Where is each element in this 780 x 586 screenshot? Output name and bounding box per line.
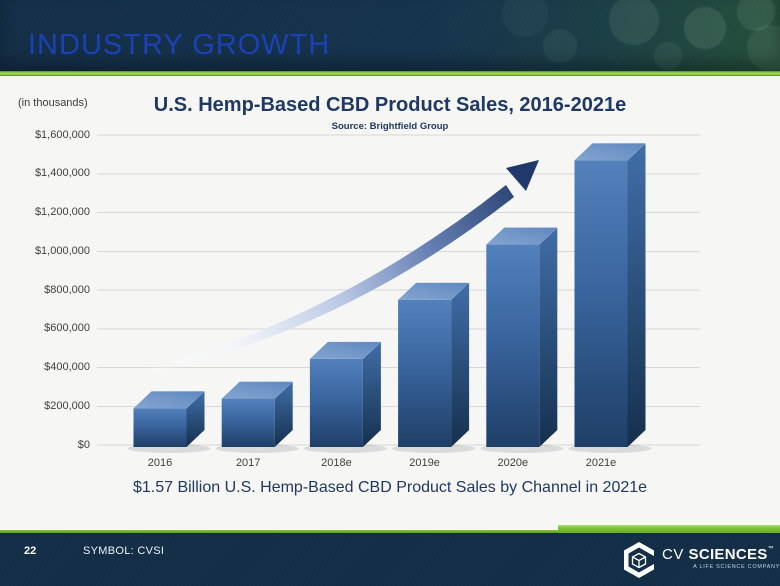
hexagon-cube-icon (624, 542, 654, 578)
slide-title: INDUSTRY GROWTH (28, 29, 331, 61)
chart-title: U.S. Hemp-Based CBD Product Sales, 2016-… (153, 94, 627, 116)
bar-2017 (215, 381, 299, 453)
chart-caption: $1.57 Billion U.S. Hemp-Based CBD Produc… (132, 479, 648, 496)
bar-2018e (304, 341, 387, 453)
footer-accent-bar (558, 525, 780, 533)
slide-footer: 22 SYMBOL: CVSI CV SCIENCES™ A LIFE SCIE… (0, 533, 780, 586)
bar-chart-canvas (97, 134, 700, 453)
bar-2020e (480, 227, 564, 453)
logo-text: CV SCIENCES™ (662, 546, 774, 563)
growth-arrow (138, 160, 539, 375)
y-axis-unit-label: (in thousands) (18, 97, 88, 109)
bar-2016 (127, 391, 211, 453)
bars (127, 143, 652, 453)
ticker-symbol: SYMBOL: CVSI (83, 545, 165, 557)
green-divider-line (0, 71, 780, 76)
cv-sciences-logo: CV SCIENCES™ A LIFE SCIENCE COMPANY (620, 539, 779, 581)
slide-header: INDUSTRY GROWTH (0, 0, 780, 71)
chart-source-label: Source: Brightfield Group (331, 121, 449, 132)
bar-2021e (568, 143, 652, 453)
bar-2019e (392, 282, 475, 453)
logo-tagline: A LIFE SCIENCE COMPANY (693, 564, 780, 570)
footer-accent-line (0, 530, 780, 533)
page-number: 22 (24, 545, 37, 557)
logo-sciences: SCIENCES (688, 546, 768, 563)
logo-trademark: ™ (767, 546, 774, 552)
logo-cv: CV (662, 546, 689, 563)
